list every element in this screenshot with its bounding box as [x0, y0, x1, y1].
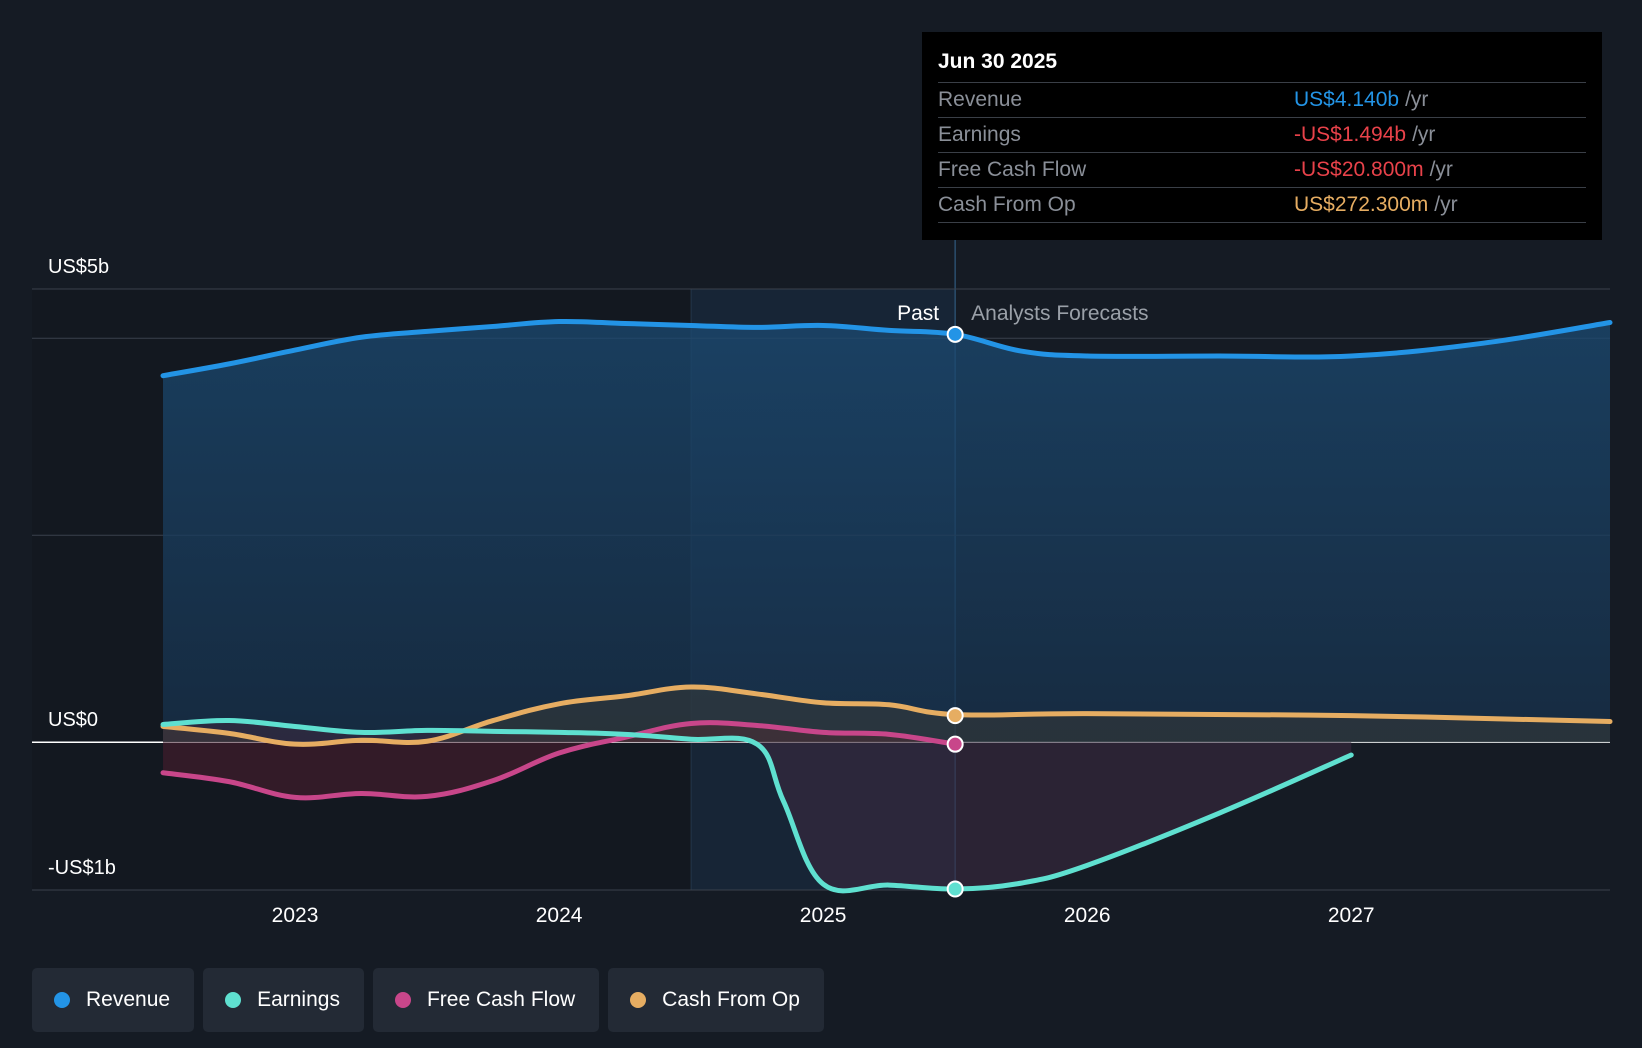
tooltip-row-earnings: Earnings -US$1.494b /yr: [938, 117, 1586, 152]
earnings-area: [163, 720, 1352, 891]
y-tick-label: US$0: [48, 709, 98, 731]
legend-label: Earnings: [257, 988, 340, 1011]
x-tick-label: 2023: [272, 904, 319, 927]
tooltip-panel: Jun 30 2025 Revenue US$4.140b /yr Earnin…: [922, 32, 1602, 240]
tooltip-value: -US$20.800m: [1294, 158, 1424, 181]
revenue-dot-icon: [54, 992, 70, 1008]
tooltip-row-cash-from-op: Cash From Op US$272.300m /yr: [938, 187, 1586, 223]
tooltip-value: US$272.300m: [1294, 193, 1429, 216]
tooltip-label: Cash From Op: [938, 193, 1076, 216]
forecast-label: Analysts Forecasts: [971, 302, 1148, 325]
tooltip-row-free-cash-flow: Free Cash Flow -US$20.800m /yr: [938, 152, 1586, 187]
x-tick-label: 2024: [536, 904, 583, 927]
legend: Revenue Earnings Free Cash Flow Cash Fro…: [32, 968, 824, 1032]
earnings-marker: [946, 880, 964, 898]
legend-label: Cash From Op: [662, 988, 800, 1011]
y-tick-label: US$5b: [48, 256, 109, 278]
legend-item-cash-from-op[interactable]: Cash From Op: [608, 968, 824, 1032]
legend-label: Free Cash Flow: [426, 988, 576, 1011]
tooltip-row-revenue: Revenue US$4.140b /yr: [938, 82, 1586, 117]
tooltip-unit: /yr: [1434, 193, 1458, 216]
legend-item-free-cash-flow[interactable]: Free Cash Flow: [372, 968, 600, 1032]
tooltip-unit: /yr: [1412, 123, 1436, 146]
x-tick-label: 2025: [800, 904, 847, 927]
free-cash-flow-line: [160, 720, 958, 801]
past-label: Past: [897, 302, 939, 325]
tooltip-unit: /yr: [1429, 158, 1453, 181]
x-tick-label: 2026: [1064, 904, 1111, 927]
legend-item-revenue[interactable]: Revenue: [32, 968, 195, 1032]
tooltip-value: US$4.140b: [1294, 88, 1400, 111]
tooltip-value: -US$1.494b: [1294, 123, 1407, 146]
earnings-dot-icon: [225, 992, 242, 1008]
cash-from-op-dot-icon: [630, 992, 647, 1008]
legend-label: Revenue: [86, 988, 171, 1011]
cash-from-op-line: [160, 684, 1613, 747]
free-cash-flow-dot-icon: [394, 992, 411, 1008]
x-tick-label: 2027: [1328, 904, 1375, 927]
earnings-line: [160, 718, 1354, 894]
tooltip-label: Revenue: [938, 88, 1023, 111]
revenue-marker: [946, 325, 964, 343]
revenue-area: [163, 321, 1611, 743]
tooltip-label: Free Cash Flow: [938, 158, 1087, 181]
tooltip-label: Earnings: [938, 123, 1021, 146]
cash-from-op-marker: [946, 707, 964, 725]
free-cash-flow-marker: [946, 735, 964, 753]
revenue-line: [160, 318, 1613, 379]
legend-item-earnings[interactable]: Earnings: [203, 968, 364, 1032]
tooltip-date: Jun 30 2025: [938, 50, 1058, 73]
y-tick-label: -US$1b: [48, 857, 116, 879]
tooltip-unit: /yr: [1405, 88, 1429, 111]
